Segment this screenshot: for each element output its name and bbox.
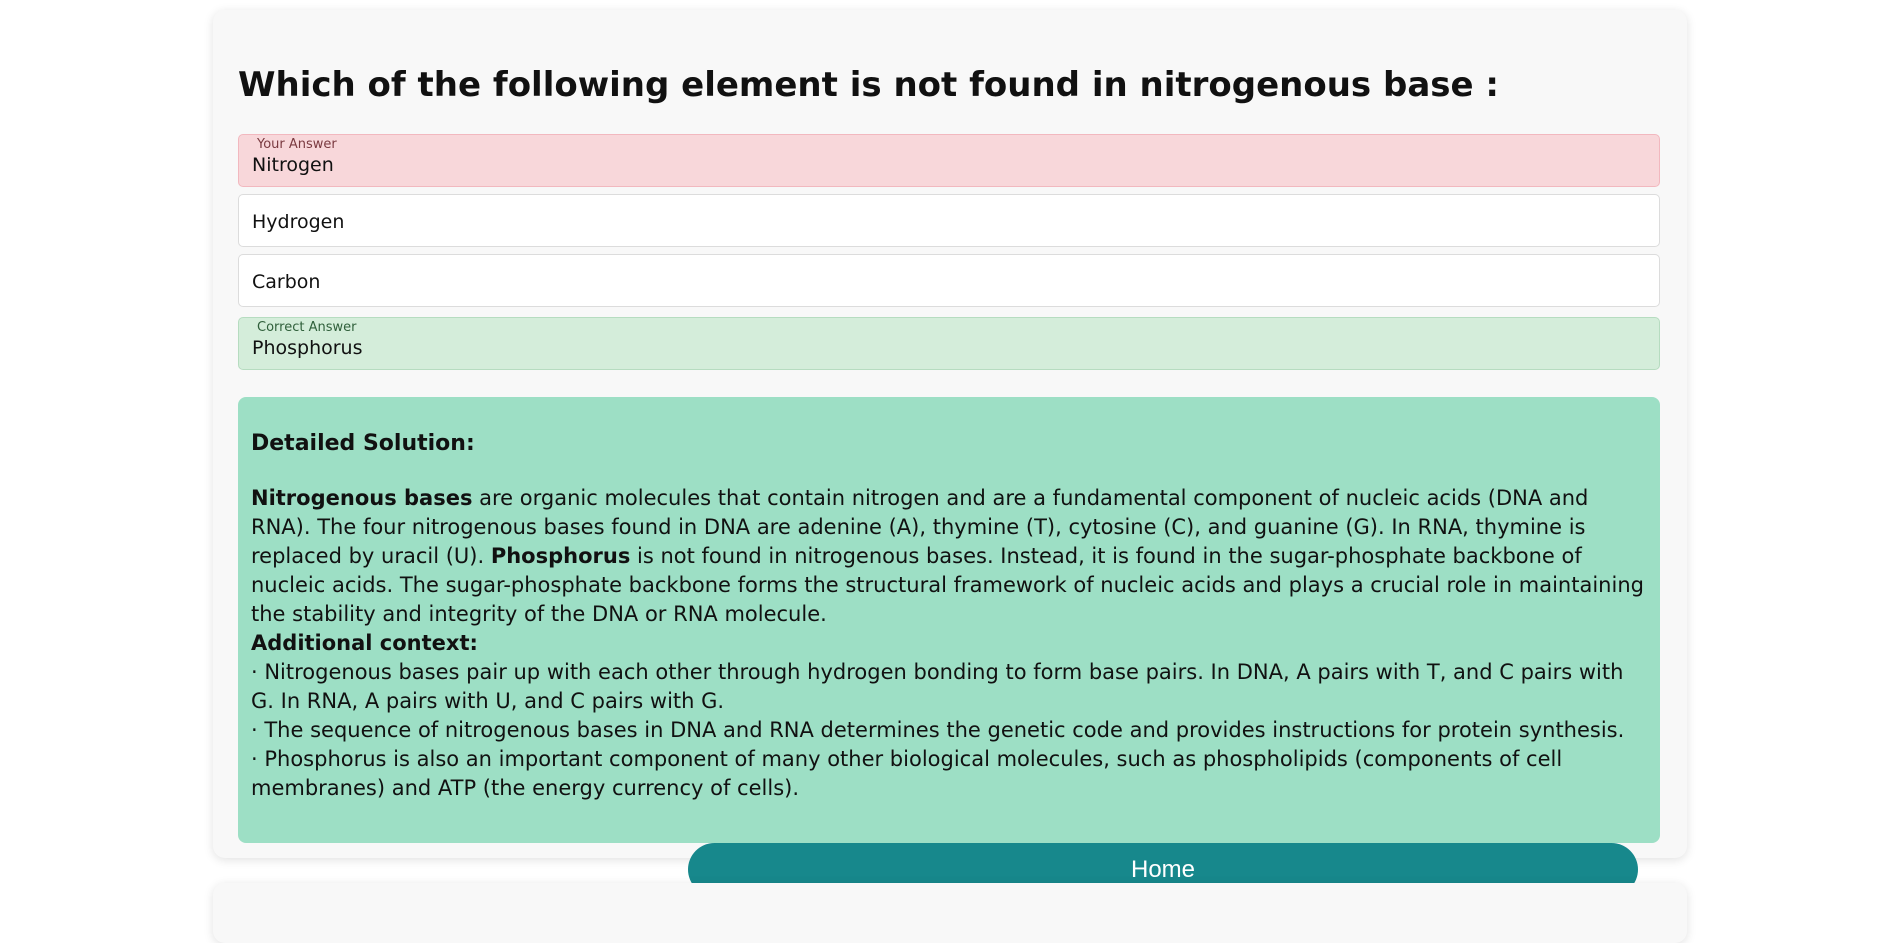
your-answer-tag: Your Answer (257, 137, 337, 152)
option-text: Nitrogen (252, 154, 334, 176)
solution-text: is not found in nitrogenous bases. Inste… (251, 544, 1644, 626)
context-bullet: · The sequence of nitrogenous bases in D… (251, 718, 1625, 742)
context-bullet: · Phosphorus is also an important compon… (251, 747, 1563, 800)
option-carbon[interactable]: Carbon (238, 254, 1660, 307)
question-card: Which of the following element is not fo… (213, 10, 1687, 896)
option-correct-answer[interactable]: Correct Answer Phosphorus (238, 317, 1660, 370)
solution-text: are organic molecules that contain nitro… (251, 486, 1589, 568)
option-text: Hydrogen (252, 211, 345, 233)
solution-bold-term: Phosphorus (490, 544, 631, 568)
solution-paragraph: Nitrogenous bases are organic molecules … (251, 484, 1646, 629)
solution-bold-term: Nitrogenous bases (251, 486, 473, 510)
option-hydrogen[interactable]: Hydrogen (238, 194, 1660, 247)
question-text: Which of the following element is not fo… (238, 65, 1500, 105)
option-text: Carbon (252, 271, 321, 293)
option-your-answer[interactable]: Your Answer Nitrogen (238, 134, 1660, 187)
correct-answer-tag: Correct Answer (257, 320, 357, 335)
context-heading: Additional context: (251, 629, 1646, 658)
solution-heading: Detailed Solution: (251, 431, 475, 456)
context-bullet: · Nitrogenous bases pair up with each ot… (251, 660, 1624, 713)
option-text: Phosphorus (252, 337, 363, 359)
detailed-solution-panel: Detailed Solution: Nitrogenous bases are… (238, 397, 1660, 843)
context-heading-text: Additional context: (251, 631, 478, 655)
next-card (213, 883, 1687, 943)
